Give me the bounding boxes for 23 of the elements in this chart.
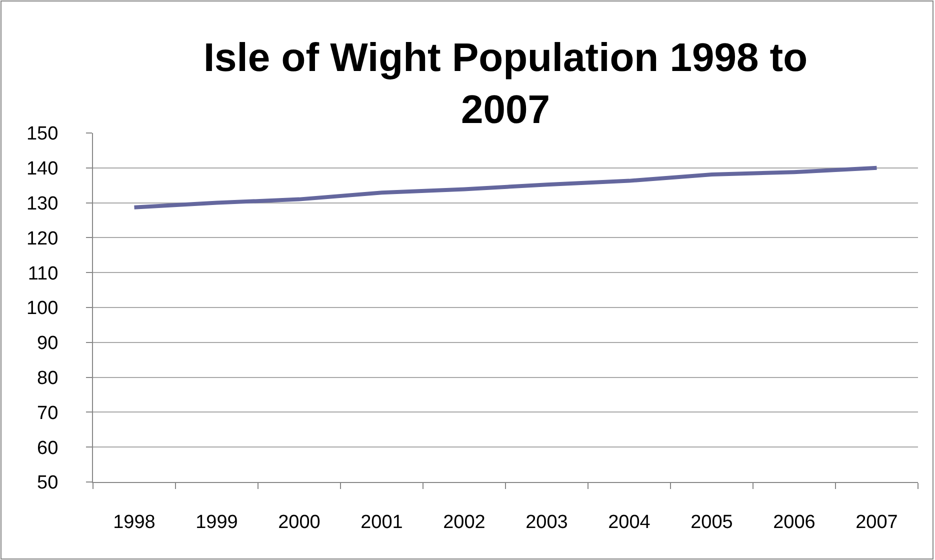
y-tick-label: 90 bbox=[37, 333, 58, 354]
x-tick-label: 1998 bbox=[113, 512, 156, 533]
y-tick-label: 130 bbox=[26, 193, 58, 214]
x-tick-label: 2004 bbox=[608, 512, 651, 533]
x-tick-label: 2006 bbox=[773, 512, 816, 533]
y-tick-label: 150 bbox=[26, 124, 58, 145]
x-tick-label: 2001 bbox=[360, 512, 403, 533]
x-tick-label: 2003 bbox=[526, 512, 568, 533]
line-series bbox=[132, 166, 879, 210]
y-tick-label: 140 bbox=[26, 158, 58, 180]
y-tick-label: 60 bbox=[37, 438, 58, 459]
x-tick-label: 2005 bbox=[690, 512, 733, 533]
x-tick-label: 2000 bbox=[278, 512, 320, 533]
y-tick-label: 120 bbox=[26, 228, 58, 250]
y-tick-label: 80 bbox=[37, 368, 58, 389]
y-tick-label: 110 bbox=[28, 263, 58, 284]
y-tick-label: 70 bbox=[37, 402, 58, 424]
y-tick-label: 100 bbox=[26, 298, 58, 320]
y-tick-label: 50 bbox=[37, 472, 58, 494]
x-tick-label: 1999 bbox=[196, 512, 238, 533]
x-tick-label: 2002 bbox=[443, 512, 486, 533]
chart-title: Isle of Wight Population 1998 to 2007 bbox=[203, 36, 808, 132]
x-tick-label: 2007 bbox=[856, 512, 898, 533]
